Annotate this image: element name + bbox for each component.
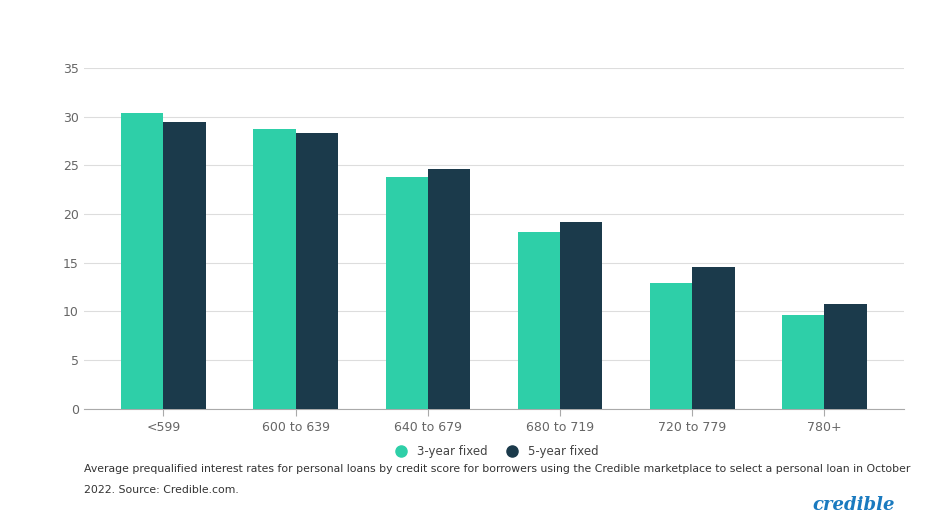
- Bar: [518, 232, 560, 409]
- Legend: 3-year fixed, 5-year fixed: 3-year fixed, 5-year fixed: [384, 440, 604, 462]
- Bar: [428, 169, 470, 409]
- Bar: [825, 303, 867, 409]
- Bar: [692, 267, 734, 409]
- Bar: [782, 315, 825, 409]
- Text: credible: credible: [812, 496, 895, 514]
- Bar: [254, 129, 295, 409]
- Text: 2022. Source: Credible.com.: 2022. Source: Credible.com.: [84, 485, 239, 495]
- Text: Average prequalified interest rates for personal loans by credit score for borro: Average prequalified interest rates for …: [84, 464, 911, 474]
- Bar: [295, 133, 338, 409]
- Bar: [121, 113, 163, 409]
- Bar: [386, 177, 428, 409]
- Bar: [560, 222, 602, 409]
- Bar: [163, 122, 206, 409]
- Bar: [650, 283, 692, 409]
